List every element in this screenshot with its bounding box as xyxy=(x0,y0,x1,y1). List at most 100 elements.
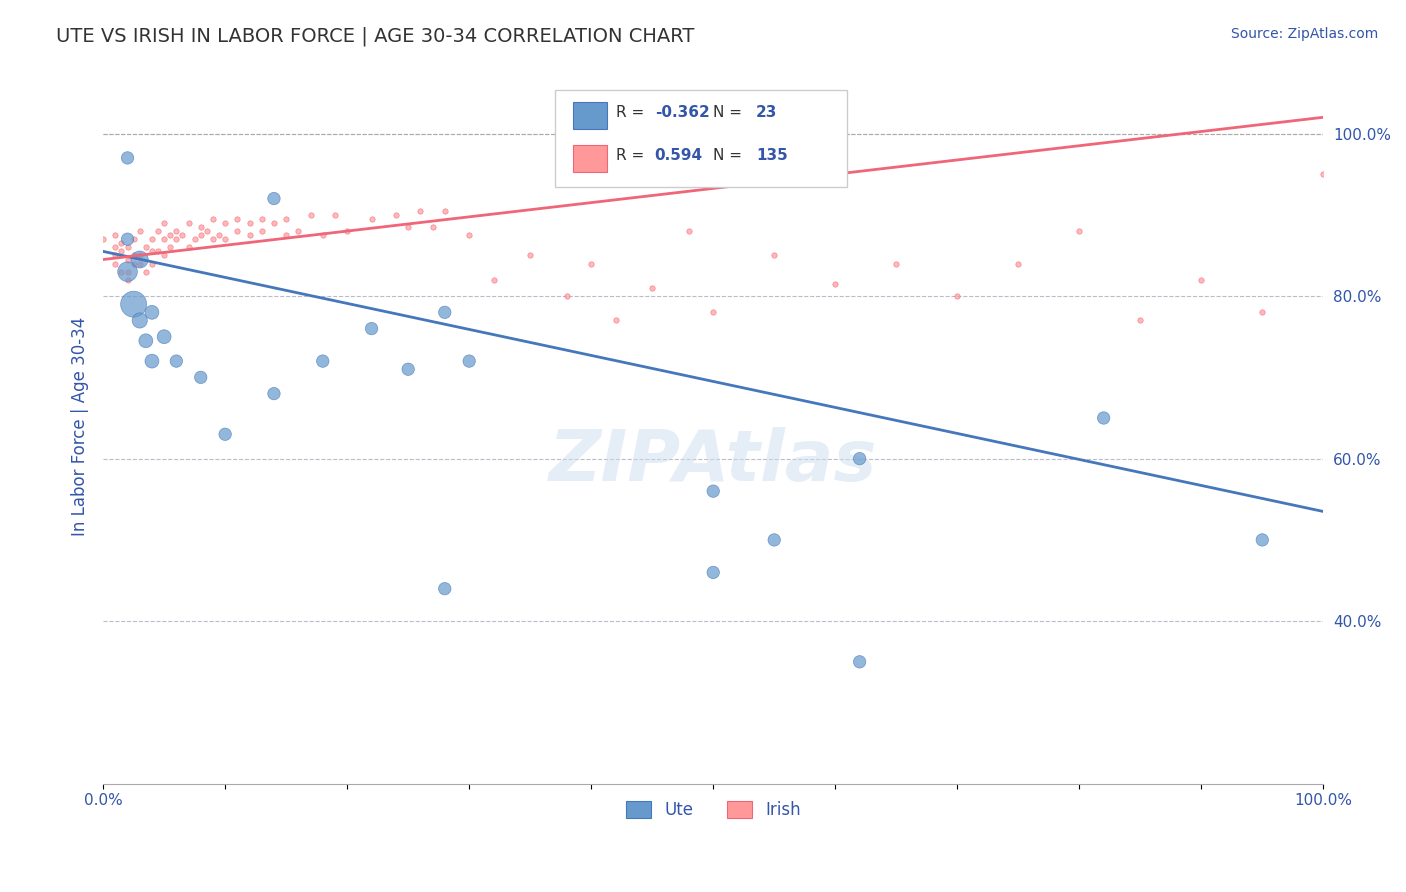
FancyBboxPatch shape xyxy=(554,90,848,186)
Point xyxy=(159,228,181,243)
Point xyxy=(104,240,127,254)
Point xyxy=(422,219,444,234)
Point xyxy=(312,228,335,243)
Point xyxy=(433,203,456,218)
Point xyxy=(605,313,627,327)
Point xyxy=(146,224,169,238)
Point xyxy=(263,192,285,206)
Point xyxy=(763,248,786,262)
Point xyxy=(336,224,359,238)
Point xyxy=(153,232,176,246)
Point xyxy=(1312,167,1334,181)
Text: UTE VS IRISH IN LABOR FORCE | AGE 30-34 CORRELATION CHART: UTE VS IRISH IN LABOR FORCE | AGE 30-34 … xyxy=(56,27,695,46)
Point xyxy=(201,211,224,226)
Point xyxy=(946,289,969,303)
Point xyxy=(141,232,163,246)
Point xyxy=(312,354,335,368)
Point xyxy=(117,273,139,287)
Point xyxy=(385,208,408,222)
Point xyxy=(122,248,145,262)
Point xyxy=(1129,313,1152,327)
Point xyxy=(263,386,285,401)
Point xyxy=(360,211,382,226)
Point xyxy=(702,484,724,499)
Point xyxy=(165,232,187,246)
Point xyxy=(579,256,602,270)
Point xyxy=(153,248,176,262)
Point xyxy=(128,252,150,267)
Point xyxy=(110,265,132,279)
Point xyxy=(1251,305,1274,319)
Point xyxy=(641,281,664,295)
Point xyxy=(276,228,298,243)
Point xyxy=(1007,256,1029,270)
Point xyxy=(190,219,212,234)
Point xyxy=(128,248,150,262)
Point xyxy=(702,305,724,319)
Point xyxy=(141,244,163,259)
Point xyxy=(824,277,846,291)
Point xyxy=(122,297,145,311)
Point xyxy=(117,232,139,246)
Text: Source: ZipAtlas.com: Source: ZipAtlas.com xyxy=(1230,27,1378,41)
Point xyxy=(122,232,145,246)
Point xyxy=(214,216,236,230)
Point xyxy=(201,232,224,246)
Point xyxy=(104,256,127,270)
Point xyxy=(141,305,163,319)
Point xyxy=(190,370,212,384)
Point xyxy=(1069,224,1091,238)
Point xyxy=(165,354,187,368)
Point xyxy=(678,224,700,238)
Point xyxy=(122,256,145,270)
Point xyxy=(276,211,298,226)
Point xyxy=(159,240,181,254)
Text: N =: N = xyxy=(713,148,747,163)
Point xyxy=(165,224,187,238)
Point xyxy=(135,265,157,279)
Point xyxy=(323,208,346,222)
Point xyxy=(1251,533,1274,547)
Point xyxy=(135,334,157,348)
Text: 23: 23 xyxy=(756,105,778,120)
Point xyxy=(172,228,194,243)
Text: R =: R = xyxy=(616,148,648,163)
Point xyxy=(117,252,139,267)
Point xyxy=(208,228,231,243)
Point xyxy=(360,321,382,335)
Point xyxy=(190,228,212,243)
Point xyxy=(117,265,139,279)
Point xyxy=(238,216,260,230)
Point xyxy=(128,313,150,327)
Point xyxy=(104,248,127,262)
Point xyxy=(117,240,139,254)
Point xyxy=(146,244,169,259)
Point xyxy=(396,362,419,376)
Text: 0.594: 0.594 xyxy=(655,148,703,163)
Point xyxy=(396,219,419,234)
Point xyxy=(458,354,481,368)
Point xyxy=(287,224,309,238)
Point xyxy=(433,582,456,596)
Point xyxy=(409,203,432,218)
Point xyxy=(141,354,163,368)
FancyBboxPatch shape xyxy=(572,145,607,172)
Point xyxy=(519,248,541,262)
Point xyxy=(135,240,157,254)
Y-axis label: In Labor Force | Age 30-34: In Labor Force | Age 30-34 xyxy=(72,317,89,536)
Point xyxy=(226,224,249,238)
Text: -0.362: -0.362 xyxy=(655,105,710,120)
Text: ZIPAtlas: ZIPAtlas xyxy=(548,427,877,496)
Point xyxy=(299,208,322,222)
Point xyxy=(117,265,139,279)
Text: 135: 135 xyxy=(756,148,787,163)
FancyBboxPatch shape xyxy=(572,103,607,129)
Text: R =: R = xyxy=(616,105,648,120)
Point xyxy=(884,256,907,270)
Point xyxy=(110,244,132,259)
Point xyxy=(153,329,176,343)
Point xyxy=(433,305,456,319)
Point xyxy=(141,256,163,270)
Point xyxy=(238,228,260,243)
Point xyxy=(214,232,236,246)
